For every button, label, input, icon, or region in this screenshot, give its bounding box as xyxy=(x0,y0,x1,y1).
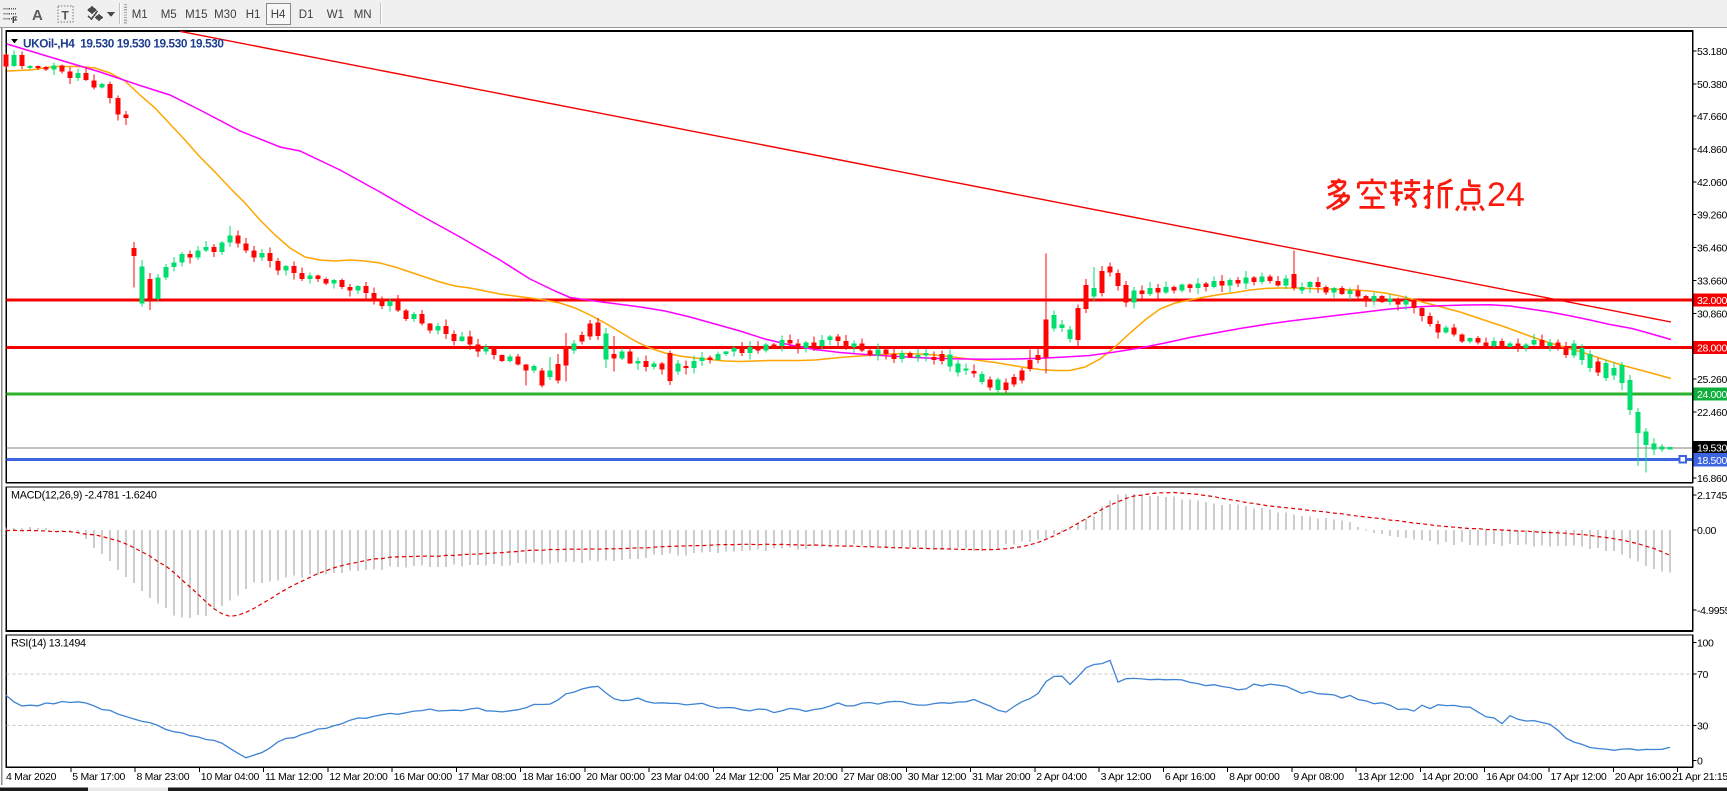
svg-text:W1: W1 xyxy=(327,9,344,21)
svg-text:30 Mar 12:00: 30 Mar 12:00 xyxy=(908,771,967,783)
svg-text:22.460: 22.460 xyxy=(1697,407,1727,419)
svg-text:11 Mar 12:00: 11 Mar 12:00 xyxy=(265,771,323,783)
svg-text:30.860: 30.860 xyxy=(1697,308,1727,320)
svg-text:19.530: 19.530 xyxy=(1697,443,1727,455)
svg-text:70: 70 xyxy=(1697,669,1708,681)
svg-text:6 Apr 16:00: 6 Apr 16:00 xyxy=(1165,771,1216,783)
svg-text:53.180: 53.180 xyxy=(1697,46,1727,58)
svg-text:MACD(12,26,9) -2.4781 -1.6240: MACD(12,26,9) -2.4781 -1.6240 xyxy=(11,490,157,502)
svg-text:44.860: 44.860 xyxy=(1697,144,1727,156)
svg-text:17 Mar 08:00: 17 Mar 08:00 xyxy=(458,771,517,783)
svg-text:16.860: 16.860 xyxy=(1697,473,1727,485)
svg-text:MN: MN xyxy=(354,9,372,21)
svg-text:UKOil-,H4 19.530 19.530 19.53: UKOil-,H4 19.530 19.530 19.530 19.530 xyxy=(23,37,224,51)
svg-text:9 Apr 08:00: 9 Apr 08:00 xyxy=(1293,771,1344,783)
svg-text:-4.9955: -4.9955 xyxy=(1697,605,1727,617)
svg-text:13 Apr 12:00: 13 Apr 12:00 xyxy=(1358,771,1414,783)
svg-text:24: 24 xyxy=(1487,176,1525,214)
svg-text:4 Mar 2020: 4 Mar 2020 xyxy=(6,771,57,783)
svg-text:24.000: 24.000 xyxy=(1697,389,1727,401)
svg-text:2.1745: 2.1745 xyxy=(1697,490,1727,502)
svg-text:27 Mar 08:00: 27 Mar 08:00 xyxy=(844,771,903,783)
svg-text:5 Mar 17:00: 5 Mar 17:00 xyxy=(72,771,125,783)
svg-text:47.660: 47.660 xyxy=(1697,111,1727,123)
svg-text:14 Apr 20:00: 14 Apr 20:00 xyxy=(1422,771,1478,783)
svg-text:H4: H4 xyxy=(271,9,286,21)
svg-text:25 Mar 20:00: 25 Mar 20:00 xyxy=(779,771,838,783)
svg-text:0: 0 xyxy=(1697,756,1703,768)
svg-text:M5: M5 xyxy=(161,9,177,21)
svg-text:24 Mar 12:00: 24 Mar 12:00 xyxy=(715,771,774,783)
svg-text:36.460: 36.460 xyxy=(1697,243,1727,255)
svg-text:8 Apr 00:00: 8 Apr 00:00 xyxy=(1229,771,1280,783)
svg-text:T: T xyxy=(62,9,70,23)
svg-text:16 Apr 04:00: 16 Apr 04:00 xyxy=(1486,771,1542,783)
svg-text:A: A xyxy=(32,7,43,24)
svg-text:M30: M30 xyxy=(214,9,236,21)
svg-text:100: 100 xyxy=(1697,638,1714,650)
svg-text:12 Mar 20:00: 12 Mar 20:00 xyxy=(329,771,388,783)
svg-text:16 Mar 00:00: 16 Mar 00:00 xyxy=(394,771,453,783)
svg-text:0.00: 0.00 xyxy=(1697,525,1717,537)
svg-text:28.000: 28.000 xyxy=(1697,343,1727,355)
svg-text:25.260: 25.260 xyxy=(1697,374,1727,386)
svg-text:H1: H1 xyxy=(246,9,261,21)
svg-text:20 Mar 00:00: 20 Mar 00:00 xyxy=(586,771,645,783)
svg-text:39.260: 39.260 xyxy=(1697,210,1727,222)
svg-text:42.060: 42.060 xyxy=(1697,177,1727,189)
svg-text:33.660: 33.660 xyxy=(1697,276,1727,288)
svg-text:10 Mar 04:00: 10 Mar 04:00 xyxy=(201,771,260,783)
svg-text:18.500: 18.500 xyxy=(1697,455,1727,467)
svg-text:M15: M15 xyxy=(185,9,207,21)
svg-text:F: F xyxy=(12,15,18,25)
svg-text:23 Mar 04:00: 23 Mar 04:00 xyxy=(651,771,710,783)
svg-text:2 Apr 04:00: 2 Apr 04:00 xyxy=(1036,771,1087,783)
svg-text:3 Apr 12:00: 3 Apr 12:00 xyxy=(1101,771,1152,783)
svg-text:M1: M1 xyxy=(132,9,148,21)
svg-text:21 Apr 21:15: 21 Apr 21:15 xyxy=(1672,771,1727,783)
svg-text:8 Mar 23:00: 8 Mar 23:00 xyxy=(137,771,190,783)
svg-text:18 Mar 16:00: 18 Mar 16:00 xyxy=(522,771,581,783)
svg-text:50.380: 50.380 xyxy=(1697,79,1727,91)
svg-text:RSI(14) 13.1494: RSI(14) 13.1494 xyxy=(11,638,86,650)
svg-text:17 Apr 12:00: 17 Apr 12:00 xyxy=(1551,771,1607,783)
svg-text:20 Apr 16:00: 20 Apr 16:00 xyxy=(1615,771,1671,783)
svg-text:32.000: 32.000 xyxy=(1697,295,1727,307)
svg-text:30: 30 xyxy=(1697,721,1708,733)
svg-text:31 Mar 20:00: 31 Mar 20:00 xyxy=(972,771,1031,783)
svg-text:D1: D1 xyxy=(299,9,314,21)
